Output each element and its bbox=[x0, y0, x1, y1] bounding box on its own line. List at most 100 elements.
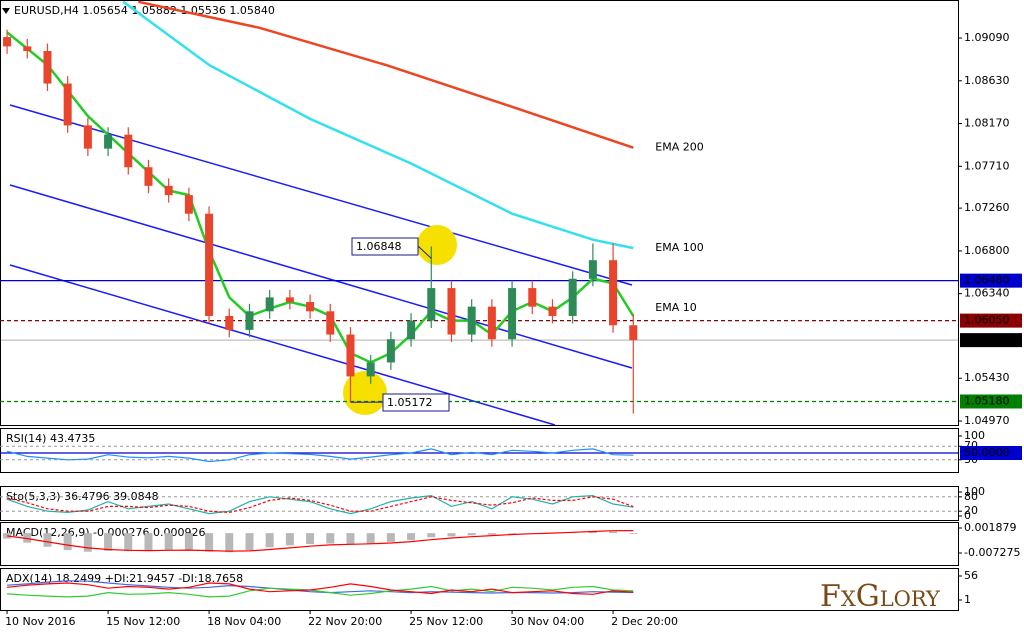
y-tick-label: 1 bbox=[964, 593, 971, 606]
histogram-bar bbox=[144, 533, 153, 551]
histogram-bar bbox=[508, 533, 517, 534]
histogram-bar bbox=[83, 533, 92, 552]
histogram-bar bbox=[366, 533, 375, 544]
title-marker bbox=[2, 8, 10, 14]
series-label: EMA 10 bbox=[655, 301, 696, 314]
candle-body bbox=[366, 362, 375, 377]
series-label: EMA 100 bbox=[655, 241, 703, 254]
level-label: 1.06480 bbox=[964, 274, 1010, 287]
candle-body bbox=[467, 306, 476, 335]
candle-body bbox=[629, 325, 638, 341]
y-tick-label: 100 bbox=[964, 485, 985, 498]
candle-body bbox=[508, 288, 517, 340]
x-tick-label: 25 Nov 12:00 bbox=[409, 615, 483, 628]
y-tick-label: 20 bbox=[964, 504, 978, 517]
candle-body bbox=[528, 288, 537, 307]
histogram-bar bbox=[124, 533, 133, 552]
ema-line bbox=[122, 0, 634, 250]
candle-body bbox=[265, 297, 274, 312]
y-tick-label: 80 bbox=[964, 490, 978, 503]
candle-body bbox=[588, 260, 597, 279]
x-tick-label: 18 Nov 04:00 bbox=[207, 615, 281, 628]
x-tick-label: 10 Nov 2016 bbox=[5, 615, 75, 628]
panel-frame bbox=[0, 522, 959, 566]
histogram-bar bbox=[164, 533, 173, 551]
indicator-title: RSI(14) 43.4735 bbox=[6, 432, 95, 445]
candle-body bbox=[346, 334, 355, 377]
indicator-title: Sto(5,3,3) 36.4796 39.0848 bbox=[6, 490, 159, 503]
ema-line bbox=[138, 0, 634, 149]
histogram-bar bbox=[184, 533, 193, 550]
logo: FxGlory bbox=[820, 579, 941, 614]
candle-body bbox=[447, 288, 456, 335]
candle-body bbox=[427, 288, 436, 321]
histogram-bar bbox=[609, 531, 618, 534]
level-label: 1.06050 bbox=[964, 314, 1010, 327]
indicator-line bbox=[7, 580, 634, 594]
panel-frame bbox=[0, 428, 959, 473]
y-tick-label: 1.06800 bbox=[964, 244, 1010, 257]
candle-body bbox=[144, 167, 153, 186]
level-label: 1.05840 bbox=[964, 333, 1010, 346]
candle-body bbox=[63, 83, 72, 126]
indicator-line bbox=[7, 582, 634, 595]
y-tick-label: 1.07710 bbox=[964, 159, 1010, 172]
histogram-bar bbox=[265, 533, 274, 548]
level-box bbox=[960, 446, 1022, 460]
candle-body bbox=[386, 339, 395, 363]
highlight-circle bbox=[343, 371, 387, 415]
candle-body bbox=[245, 311, 254, 330]
panel: MACD(12,26,9) -0.000276 0.000926 0.001879… bbox=[0, 521, 1020, 566]
x-tick-label: 2 Dec 20:00 bbox=[611, 615, 678, 628]
histogram-bar bbox=[346, 533, 355, 545]
channel-line bbox=[9, 264, 556, 426]
candle-body bbox=[104, 134, 113, 149]
candle-body bbox=[487, 306, 496, 340]
histogram-bar bbox=[285, 533, 294, 546]
annotation-label: 1.06848 bbox=[356, 240, 402, 253]
histogram-bar bbox=[306, 533, 315, 545]
candle-body bbox=[23, 46, 32, 52]
candle-body bbox=[205, 213, 214, 316]
level-label: 1.05180 bbox=[964, 394, 1010, 407]
level-box bbox=[960, 394, 1022, 409]
y-tick-label: -0.007275 bbox=[964, 546, 1020, 559]
candle-body bbox=[124, 134, 133, 168]
histogram-bar bbox=[104, 533, 113, 551]
y-tick-label: 1.08170 bbox=[964, 117, 1010, 130]
level-label: 50.0000 bbox=[964, 446, 1010, 459]
y-tick-label: 1.09090 bbox=[964, 31, 1010, 44]
chart-title: EURUSD,H4 1.05654 1.05882 1.05536 1.0584… bbox=[14, 4, 275, 17]
level-box bbox=[960, 333, 1022, 348]
x-tick-label: 15 Nov 12:00 bbox=[106, 615, 180, 628]
panel: RSI(14) 43.4735100703050.0000 bbox=[0, 428, 1022, 473]
panel-frame bbox=[0, 0, 959, 426]
histogram-bar bbox=[467, 533, 476, 536]
y-tick-label: 1.06340 bbox=[964, 287, 1010, 300]
y-tick-label: 1.08630 bbox=[964, 74, 1010, 87]
histogram-bar bbox=[487, 533, 496, 535]
indicator-title: ADX(14) 18.2499 +DI:21.9457 -DI:18.7658 bbox=[6, 572, 243, 585]
y-tick-label: 1.04970 bbox=[964, 414, 1010, 427]
candle-body bbox=[3, 37, 12, 47]
candle-body bbox=[164, 185, 173, 196]
indicator-line bbox=[6, 448, 634, 463]
histogram-bar bbox=[23, 533, 32, 543]
panel-frame bbox=[0, 568, 959, 611]
annotation-box bbox=[382, 393, 450, 412]
y-tick-label: 100 bbox=[964, 429, 985, 442]
histogram-bar bbox=[326, 533, 335, 544]
histogram-bar bbox=[629, 533, 638, 534]
annotation-label: 1.05172 bbox=[387, 396, 433, 409]
candle-body bbox=[306, 302, 315, 312]
candle-body bbox=[225, 315, 234, 330]
histogram-bar bbox=[427, 533, 436, 538]
annotation-box bbox=[351, 237, 419, 256]
candle-body bbox=[83, 125, 92, 149]
series-label: EMA 200 bbox=[655, 141, 703, 154]
candle-body bbox=[285, 297, 294, 303]
y-tick-label: 1.05430 bbox=[964, 371, 1010, 384]
